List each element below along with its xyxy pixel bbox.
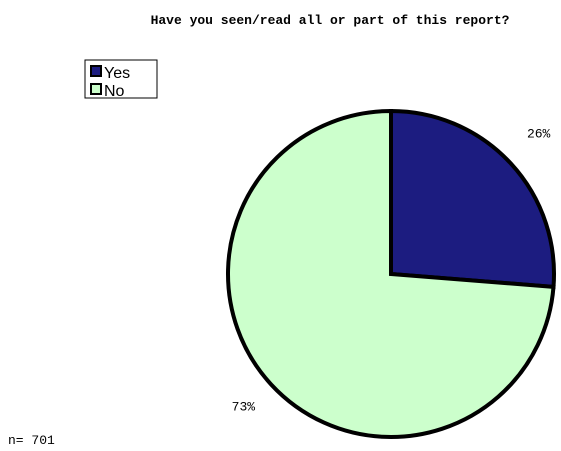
legend-swatch [90,65,102,77]
pie-slice [226,108,556,439]
chart-title-box: Have you seen/read all or part of this r… [95,10,561,32]
legend-label: No [104,83,125,100]
data-label: 73% [232,399,256,414]
data-label: 26% [527,127,551,142]
pie-slice [389,108,556,290]
legend-label: Yes [104,65,130,82]
chart-title: Have you seen/read all or part of this r… [150,13,510,28]
legend-swatch [90,83,102,95]
annotation: n= 701 [8,433,55,448]
